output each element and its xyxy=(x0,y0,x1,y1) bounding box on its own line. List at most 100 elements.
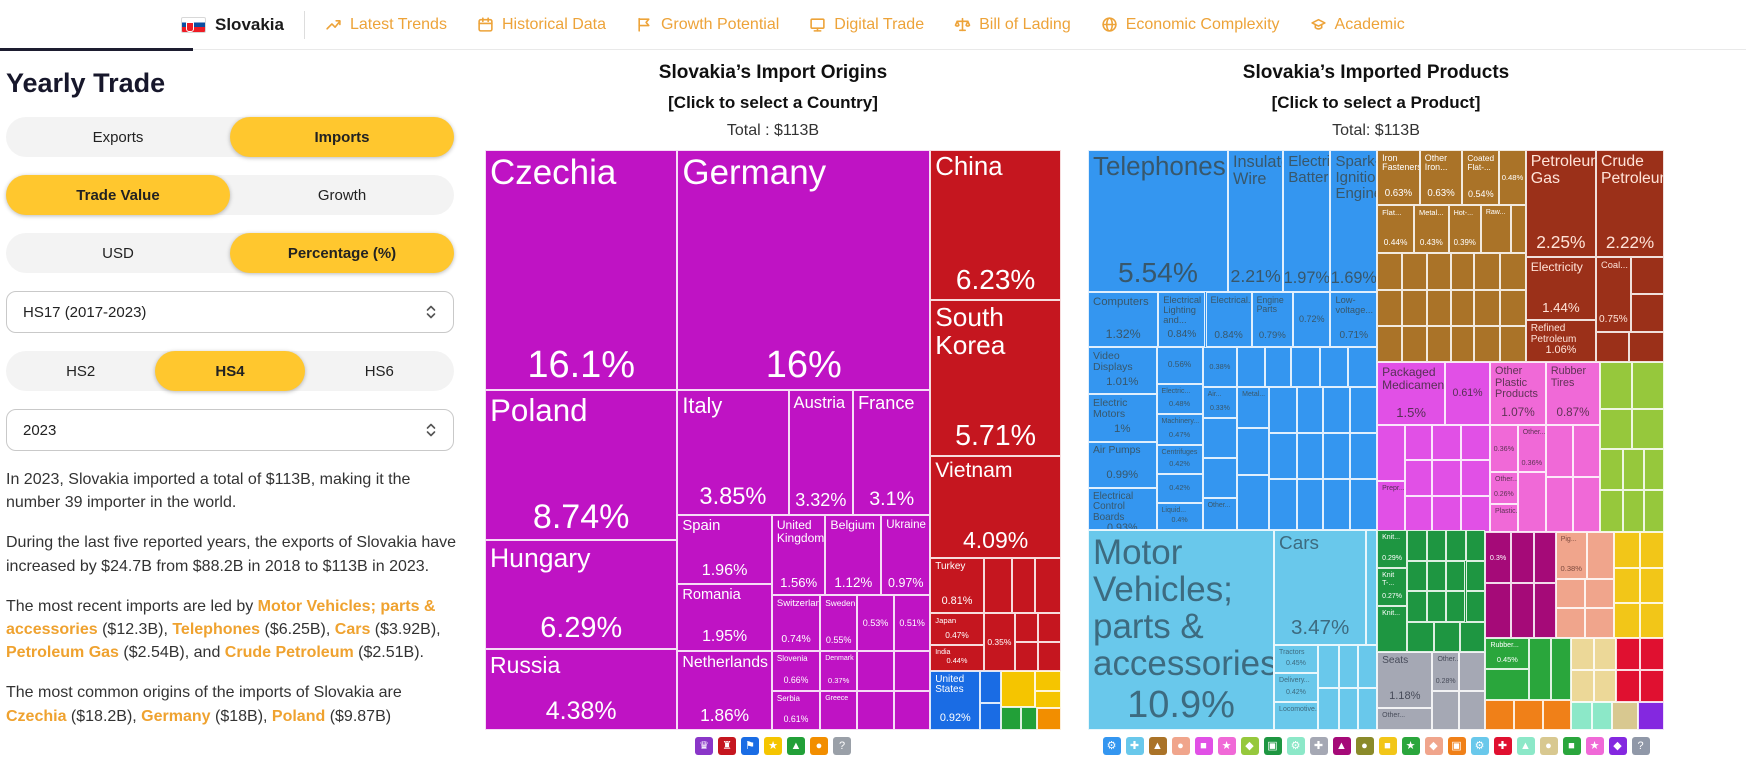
treemap-cell-electricity[interactable]: Electricity 1.44% xyxy=(1525,257,1597,320)
treemap-cell-electric-batteries[interactable]: Electric Batteries1.97% xyxy=(1283,150,1331,293)
treemap-cell-metal[interactable]: Metal... xyxy=(1237,386,1270,429)
treemap-cell[interactable] xyxy=(1600,408,1633,450)
treemap-cell[interactable] xyxy=(1377,252,1403,290)
treemap-cell[interactable] xyxy=(1432,495,1462,533)
treemap-cell-other[interactable]: Other... 0.26% xyxy=(1490,472,1518,504)
treemap-cell[interactable] xyxy=(1317,687,1339,730)
treemap-cell[interactable] xyxy=(1350,479,1378,530)
toggle-option-usd[interactable]: USD xyxy=(102,244,134,262)
treemap-cell-iron-fasteners[interactable]: Iron Fasteners 0.63% xyxy=(1377,150,1420,206)
treemap-cell-serbia[interactable]: Serbia 0.61% xyxy=(771,690,821,730)
treemap-cell[interactable] xyxy=(1012,557,1036,613)
treemap-cell-delivery[interactable]: Delivery... 0.42% xyxy=(1274,673,1318,702)
treemap-cell[interactable] xyxy=(1465,529,1486,562)
treemap-cell[interactable] xyxy=(1446,561,1465,592)
treemap-cell[interactable] xyxy=(1323,433,1351,480)
treemap-cell[interactable] xyxy=(1551,637,1572,700)
treemap-cell[interactable] xyxy=(1500,252,1526,290)
treemap-cell[interactable] xyxy=(1407,622,1434,653)
treemap-cell[interactable] xyxy=(1338,644,1359,688)
treemap-cell[interactable] xyxy=(1638,702,1664,730)
treemap-cell-russia[interactable]: Russia 4.38% xyxy=(485,648,678,730)
treemap-cell[interactable] xyxy=(1615,637,1640,671)
treemap-cell[interactable] xyxy=(1545,477,1573,533)
toggle-option-exports[interactable]: Exports xyxy=(92,128,144,146)
treemap-cell-cars[interactable]: Cars 3.47% xyxy=(1274,529,1367,645)
treemap-cell[interactable]: 0.38% xyxy=(1202,346,1238,387)
treemap-cell-liquid[interactable]: Liquid... 0.4% xyxy=(1156,502,1203,530)
treemap-cell[interactable] xyxy=(1584,578,1614,609)
treemap-cell[interactable] xyxy=(1432,690,1459,730)
treemap-cell[interactable] xyxy=(1529,637,1552,700)
treemap-cell-united-kingdom[interactable]: United Kingdom 1.56% xyxy=(771,515,826,596)
treemap-cell-turkey[interactable]: Turkey 0.81% xyxy=(930,557,984,613)
treemap-cell-telephones[interactable]: Telephones 5.54% xyxy=(1088,150,1228,293)
treemap-cell-tractors[interactable]: Tractors 0.45% xyxy=(1274,644,1318,674)
treemap-cell[interactable] xyxy=(1639,602,1664,638)
treemap-cell-other[interactable]: Other... 0.36% xyxy=(1517,424,1546,473)
treemap-cell[interactable] xyxy=(1320,346,1349,387)
treemap-cell[interactable] xyxy=(1034,670,1061,691)
treemap-cell[interactable] xyxy=(1458,652,1486,691)
treemap-cell[interactable] xyxy=(1296,479,1323,530)
treemap-cell[interactable] xyxy=(1358,644,1378,688)
treemap-cell[interactable] xyxy=(1643,449,1664,491)
treemap-cell[interactable] xyxy=(1632,362,1664,409)
treemap-cell[interactable] xyxy=(1500,289,1526,327)
nav-item-economic-complexity[interactable]: Economic Complexity xyxy=(1101,16,1280,34)
treemap-cell[interactable] xyxy=(1555,578,1585,609)
treemap-cell-electrical-control-boards[interactable]: Electrical Control Boards 0.93% xyxy=(1088,487,1157,530)
treemap-cell-united-states[interactable]: United States 0.92% xyxy=(930,670,981,730)
treemap-cell-locomotive[interactable]: Locomotive... xyxy=(1274,701,1318,730)
category-icon[interactable]: ⚙ xyxy=(1102,737,1121,755)
category-icon[interactable]: ■ xyxy=(1378,737,1397,755)
treemap-cell-italy[interactable]: Italy 3.85% xyxy=(677,389,789,516)
treemap-cell[interactable] xyxy=(1630,257,1664,295)
category-icon[interactable]: ● xyxy=(1171,737,1190,755)
treemap-cell[interactable] xyxy=(1433,622,1460,653)
treemap-cell[interactable] xyxy=(1202,457,1238,498)
category-icon[interactable]: ★ xyxy=(764,737,782,755)
treemap-cell[interactable] xyxy=(1432,459,1462,496)
treemap-cell[interactable] xyxy=(1600,362,1633,409)
treemap-cell-seats[interactable]: Seats 1.18% xyxy=(1377,652,1433,708)
treemap-cell-other-iron[interactable]: Other Iron... 0.63% xyxy=(1419,150,1463,206)
treemap-cell[interactable] xyxy=(1510,583,1534,638)
category-icon[interactable]: ▲ xyxy=(1516,737,1535,755)
category-icon[interactable]: ▲ xyxy=(1332,737,1351,755)
treemap-cell[interactable] xyxy=(1458,690,1486,730)
treemap-cell[interactable] xyxy=(1623,449,1644,491)
treemap-cell[interactable] xyxy=(1014,641,1038,671)
treemap-cell[interactable] xyxy=(1630,294,1664,332)
treemap-cell-poland[interactable]: Poland 8.74% xyxy=(485,389,678,541)
treemap-cell-czechia[interactable]: Czechia 16.1% xyxy=(485,150,678,390)
treemap-cell-electric-motors[interactable]: Electric Motors 1% xyxy=(1088,394,1157,442)
category-icon[interactable]: ◆ xyxy=(1240,737,1259,755)
nav-item-digital-trade[interactable]: Digital Trade xyxy=(809,16,924,34)
treemap-cell[interactable] xyxy=(1202,417,1238,458)
treemap-cell[interactable] xyxy=(1592,702,1613,730)
nav-item-historical-data[interactable]: Historical Data xyxy=(477,16,606,34)
category-icon[interactable]: ▣ xyxy=(1263,737,1282,755)
treemap-cell[interactable] xyxy=(1571,670,1595,703)
select-year[interactable]: 2023 xyxy=(6,409,454,451)
treemap-cell[interactable]: 0.42% xyxy=(1156,473,1203,503)
treemap-cell[interactable] xyxy=(1269,479,1297,530)
treemap-cell-packaged-medicaments[interactable]: Packaged Medicaments1.5% xyxy=(1377,362,1446,425)
treemap-cell-hungary[interactable]: Hungary 6.29% xyxy=(485,540,678,649)
treemap-cell-coated-flat[interactable]: Coated Flat-... 0.54% xyxy=(1462,150,1500,206)
treemap-cell[interactable] xyxy=(1020,706,1037,730)
treemap-cell[interactable] xyxy=(1643,490,1664,533)
treemap-cell-plastic[interactable]: Plastic... xyxy=(1490,503,1518,533)
treemap-cell-electrical[interactable]: Electrical... 0.84% xyxy=(1205,292,1252,347)
treemap-cell[interactable] xyxy=(1473,252,1501,290)
treemap-cell[interactable] xyxy=(1317,644,1339,688)
treemap-cell-austria[interactable]: Austria 3.32% xyxy=(788,389,854,516)
treemap-cell-spark-ignition-engines[interactable]: Spark-Ignition Engines1.69% xyxy=(1330,150,1378,293)
treemap-cell[interactable] xyxy=(1623,490,1644,533)
category-icon[interactable]: ◆ xyxy=(1608,737,1627,755)
category-icon[interactable]: ▲ xyxy=(1148,737,1167,755)
link-petroleum-gas[interactable]: Petroleum Gas xyxy=(6,644,119,662)
